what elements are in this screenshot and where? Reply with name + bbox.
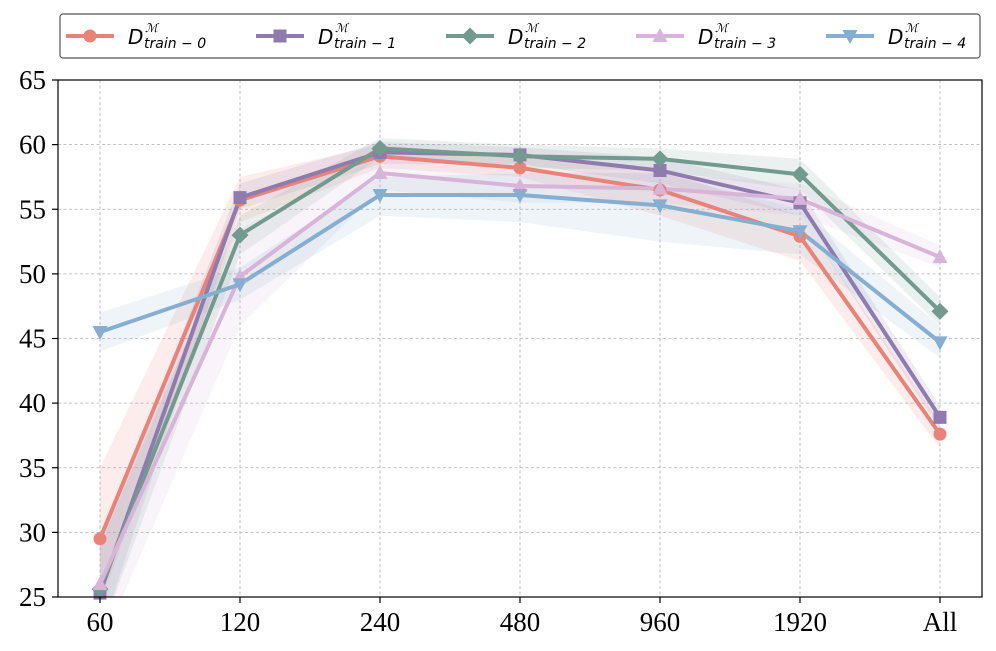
legend-label-main: D xyxy=(128,25,143,49)
data-point-series-1 xyxy=(653,163,667,177)
y-tick-label: 60 xyxy=(19,130,46,160)
y-tick-label: 55 xyxy=(19,194,46,224)
data-point-series-4 xyxy=(792,225,808,240)
x-tick-label: 60 xyxy=(87,607,114,637)
data-point-series-1 xyxy=(933,410,947,424)
y-tick-label: 40 xyxy=(19,388,46,418)
data-point-series-2 xyxy=(931,302,949,320)
data-point-series-1 xyxy=(233,191,247,205)
y-tick-label: 25 xyxy=(19,582,46,612)
legend-label-superscript: ℳ xyxy=(145,21,160,35)
data-point-series-3 xyxy=(512,177,528,192)
data-point-series-3 xyxy=(652,180,668,195)
legend-label-superscript: ℳ xyxy=(715,21,730,35)
data-point-series-3 xyxy=(792,190,808,205)
legend-label-main: D xyxy=(888,25,903,49)
data-point-series-2 xyxy=(231,226,249,244)
legend-label-superscript: ℳ xyxy=(905,21,920,35)
legend-label-main: D xyxy=(318,25,333,49)
data-point-series-2 xyxy=(511,147,529,165)
legend-label-subscript: train − 1 xyxy=(334,36,396,52)
x-tick-label: All xyxy=(923,607,958,637)
x-tick-label: 480 xyxy=(500,607,541,637)
data-point-series-4 xyxy=(372,189,388,204)
data-point-series-3 xyxy=(372,165,388,180)
data-point-series-0 xyxy=(513,161,527,175)
legend-label-superscript: ℳ xyxy=(525,21,540,35)
x-tick-label: 240 xyxy=(360,607,401,637)
y-tick-label: 65 xyxy=(19,65,46,95)
data-point-series-4 xyxy=(512,189,528,204)
data-point-series-4 xyxy=(92,326,108,341)
data-point-series-2 xyxy=(371,140,389,158)
data-point-series-4 xyxy=(932,336,948,351)
legend-box xyxy=(59,13,981,59)
legend-label-subscript: train − 2 xyxy=(524,36,586,52)
legend-label-subscript: train − 4 xyxy=(904,36,966,52)
data-point-series-0 xyxy=(933,427,947,441)
data-point-series-4 xyxy=(652,199,668,214)
data-point-series-2 xyxy=(651,150,669,168)
data-point-series-3 xyxy=(932,249,948,264)
series-markers xyxy=(91,140,949,600)
x-tick-label: 1920 xyxy=(773,607,827,637)
legend-label-subscript: train − 0 xyxy=(144,36,206,52)
legend-swatch-marker xyxy=(461,27,479,45)
legend-swatch-marker xyxy=(273,29,287,43)
x-tick-label: 960 xyxy=(640,607,681,637)
legend-label-main: D xyxy=(508,25,523,49)
data-point-series-2 xyxy=(791,165,809,183)
y-tick-label: 30 xyxy=(19,517,46,547)
y-tick-label: 50 xyxy=(19,259,46,289)
legend-label-main: D xyxy=(698,25,713,49)
axis-ticks: 60 120 240 480 960 1920 All 25 30 35 40 45 50 55 60 65 xyxy=(19,65,957,637)
legend-swatch-marker xyxy=(83,29,97,43)
legend-swatch-marker xyxy=(652,28,668,42)
x-tick-label: 120 xyxy=(220,607,261,637)
y-tick-label: 35 xyxy=(19,453,46,483)
legend-label-subscript: train − 3 xyxy=(714,36,776,52)
legend-swatch-marker xyxy=(842,30,858,44)
data-point-series-0 xyxy=(93,532,107,546)
data-point-series-4 xyxy=(232,278,248,293)
data-point-series-3 xyxy=(92,576,108,591)
legend-label-superscript: ℳ xyxy=(335,21,350,35)
y-tick-label: 45 xyxy=(19,324,46,354)
